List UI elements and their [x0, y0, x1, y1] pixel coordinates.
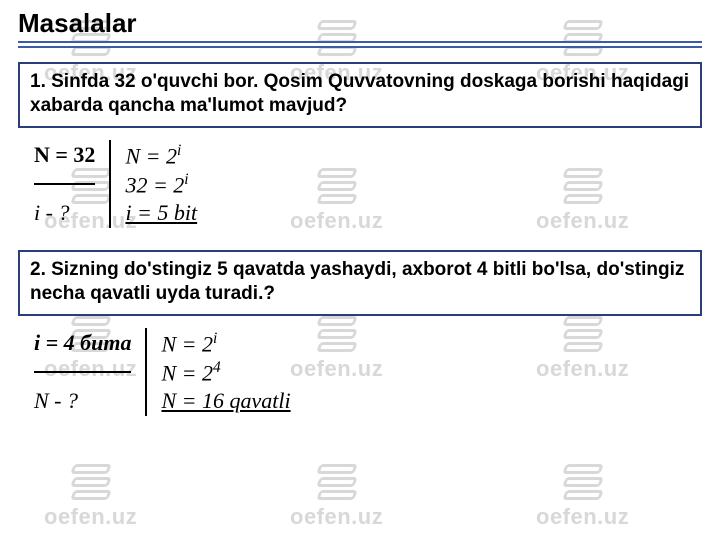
problem-2-work: i = 4 бита N - ? N = 2i N = 24 N = 16 qa…	[34, 328, 702, 417]
problem-2-question: 2. Sizning do'stingiz 5 qavatda yashaydi…	[18, 250, 702, 316]
answer-line: N = 16 qavatli	[161, 388, 290, 414]
watermark-text: oefen.uz	[290, 504, 383, 530]
given-value: N = 32	[34, 142, 95, 168]
problem-1-work: N = 32 i - ? N = 2i 32 = 2i i = 5 bit	[34, 140, 702, 229]
title-block: Masalalar	[18, 8, 702, 48]
problem-1-question: 1. Sinfda 32 o'quvchi bor. Qosim Quvvato…	[18, 62, 702, 128]
unknown-value: i - ?	[34, 200, 95, 226]
formula-line: N = 2i	[125, 142, 197, 169]
title-underline	[18, 41, 702, 48]
watermark-text: oefen.uz	[536, 504, 629, 530]
slide-content: Masalalar 1. Sinfda 32 o'quvchi bor. Qos…	[0, 0, 720, 416]
unknown-value: N - ?	[34, 388, 131, 414]
given-divider	[34, 371, 131, 373]
formula-line: N = 2i	[161, 330, 290, 357]
substitution-line: N = 24	[161, 359, 290, 386]
problem-2-solution: N = 2i N = 24 N = 16 qavatli	[147, 328, 290, 417]
given-divider	[34, 183, 95, 185]
problem-1-given: N = 32 i - ?	[34, 140, 111, 229]
problem-1-solution: N = 2i 32 = 2i i = 5 bit	[111, 140, 197, 229]
problem-2-given: i = 4 бита N - ?	[34, 328, 147, 417]
page-title: Masalalar	[18, 8, 702, 39]
substitution-line: 32 = 2i	[125, 171, 197, 198]
given-value: i = 4 бита	[34, 330, 131, 356]
watermark-text: oefen.uz	[44, 504, 137, 530]
answer-line: i = 5 bit	[125, 200, 197, 226]
